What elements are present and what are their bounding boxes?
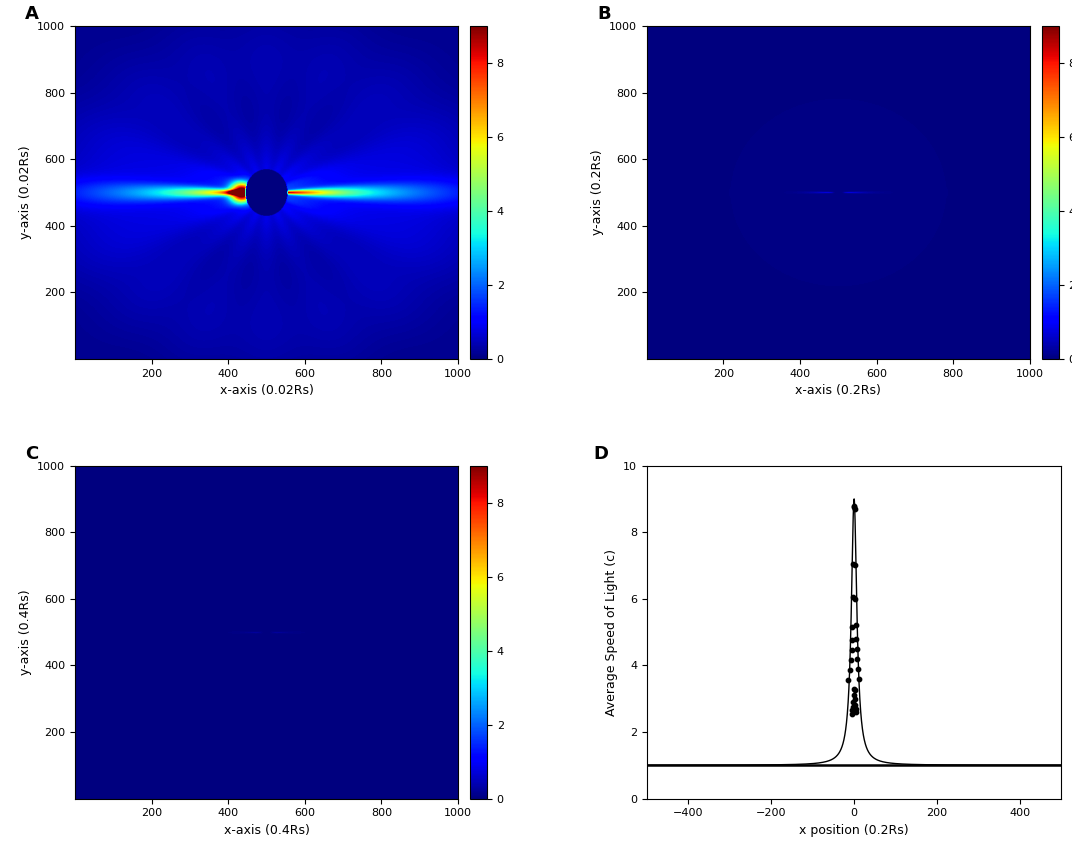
Point xyxy=(839,674,857,687)
Point xyxy=(844,634,861,648)
Text: A: A xyxy=(26,5,40,23)
Point xyxy=(845,590,862,604)
Point xyxy=(848,641,865,655)
Point xyxy=(845,695,862,709)
X-axis label: x position (0.2Rs): x position (0.2Rs) xyxy=(800,824,909,837)
Point xyxy=(847,701,864,715)
Point xyxy=(844,620,861,634)
Point xyxy=(845,688,862,702)
Point xyxy=(848,632,865,646)
Point xyxy=(843,643,860,657)
Y-axis label: y-axis (0.02Rs): y-axis (0.02Rs) xyxy=(19,146,32,240)
Point xyxy=(846,683,863,697)
Point xyxy=(845,500,862,514)
Point xyxy=(850,661,867,675)
Point xyxy=(842,663,859,677)
Point xyxy=(846,502,863,516)
Point xyxy=(844,707,861,720)
Point xyxy=(845,557,862,571)
Point xyxy=(847,592,864,606)
Point xyxy=(847,699,864,713)
Point xyxy=(844,703,861,717)
Point xyxy=(843,654,860,667)
Point xyxy=(848,705,865,719)
Point xyxy=(850,672,867,686)
Point xyxy=(847,619,864,633)
X-axis label: x-axis (0.4Rs): x-axis (0.4Rs) xyxy=(224,824,310,837)
X-axis label: x-axis (0.02Rs): x-axis (0.02Rs) xyxy=(220,385,313,398)
Point xyxy=(849,652,866,666)
Text: D: D xyxy=(593,445,608,463)
Y-axis label: y-axis (0.2Rs): y-axis (0.2Rs) xyxy=(591,149,604,235)
Y-axis label: Average Speed of Light (c): Average Speed of Light (c) xyxy=(605,549,617,715)
Point xyxy=(845,700,862,714)
Y-axis label: y-axis (0.4Rs): y-axis (0.4Rs) xyxy=(19,589,32,675)
Text: C: C xyxy=(26,445,39,463)
Text: B: B xyxy=(597,5,611,23)
Point xyxy=(846,558,863,572)
Point xyxy=(846,692,863,706)
X-axis label: x-axis (0.2Rs): x-axis (0.2Rs) xyxy=(795,385,881,398)
Point xyxy=(846,498,863,512)
Point xyxy=(846,681,863,695)
